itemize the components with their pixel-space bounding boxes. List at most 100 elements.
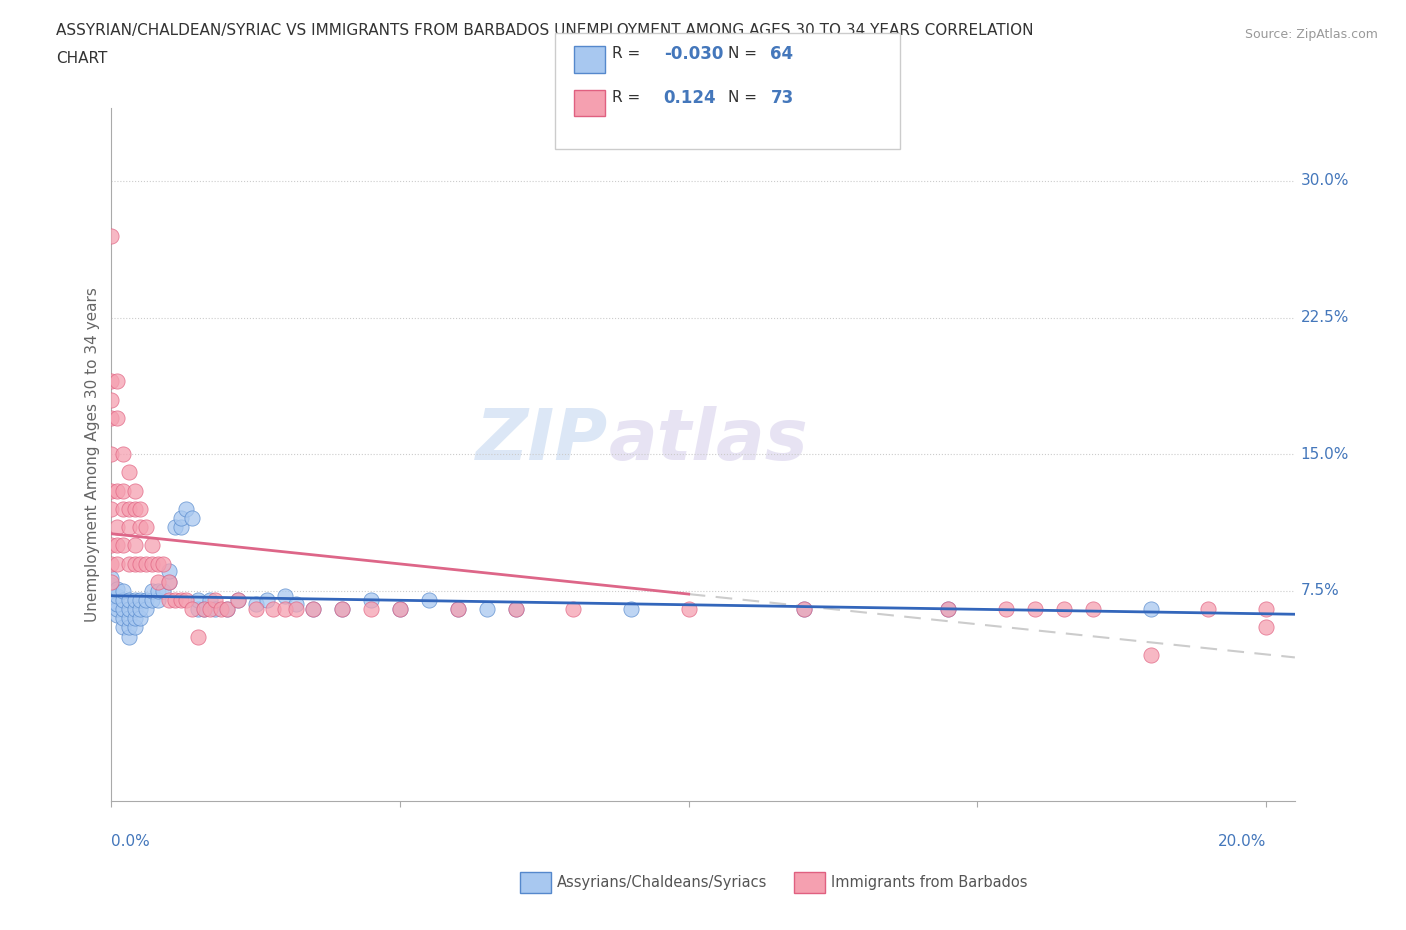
Point bbox=[302, 602, 325, 617]
Point bbox=[475, 602, 498, 617]
Point bbox=[100, 556, 122, 571]
Point bbox=[1139, 602, 1161, 617]
Text: ASSYRIAN/CHALDEAN/SYRIAC VS IMMIGRANTS FROM BARBADOS UNEMPLOYMENT AMONG AGES 30 : ASSYRIAN/CHALDEAN/SYRIAC VS IMMIGRANTS F… bbox=[56, 23, 1033, 38]
Point bbox=[215, 602, 238, 617]
Text: atlas: atlas bbox=[609, 405, 808, 475]
Point bbox=[505, 602, 527, 617]
Text: -0.030: -0.030 bbox=[664, 45, 723, 63]
Point bbox=[129, 611, 152, 626]
Point bbox=[105, 374, 128, 389]
Point bbox=[228, 592, 250, 607]
Point bbox=[111, 583, 134, 598]
Text: 20.0%: 20.0% bbox=[1218, 834, 1265, 849]
Point bbox=[105, 556, 128, 571]
Point bbox=[360, 602, 382, 617]
Point bbox=[938, 602, 960, 617]
Point bbox=[100, 446, 122, 461]
Point bbox=[118, 592, 141, 607]
Point bbox=[135, 592, 157, 607]
Point bbox=[562, 602, 585, 617]
Point bbox=[100, 392, 122, 407]
Point bbox=[111, 592, 134, 607]
Point bbox=[124, 501, 146, 516]
Point bbox=[198, 592, 221, 607]
Point bbox=[285, 596, 308, 611]
Point bbox=[193, 602, 215, 617]
Point bbox=[181, 511, 204, 525]
Text: Source: ZipAtlas.com: Source: ZipAtlas.com bbox=[1244, 28, 1378, 41]
Point bbox=[447, 602, 470, 617]
Point bbox=[1197, 602, 1219, 617]
Point bbox=[105, 410, 128, 425]
Text: 64: 64 bbox=[770, 45, 793, 63]
Point bbox=[163, 520, 186, 535]
Point bbox=[418, 592, 440, 607]
Point bbox=[118, 520, 141, 535]
Point bbox=[273, 602, 295, 617]
Point bbox=[129, 520, 152, 535]
Text: CHART: CHART bbox=[56, 51, 108, 66]
Point bbox=[118, 611, 141, 626]
Point bbox=[245, 596, 267, 611]
Point bbox=[176, 501, 198, 516]
Point bbox=[129, 592, 152, 607]
Point bbox=[157, 592, 180, 607]
Text: R =: R = bbox=[612, 90, 640, 105]
Point bbox=[256, 592, 278, 607]
Point bbox=[141, 556, 163, 571]
Point bbox=[118, 465, 141, 480]
Point bbox=[105, 484, 128, 498]
Point bbox=[678, 602, 700, 617]
Point bbox=[141, 583, 163, 598]
Point bbox=[105, 581, 128, 596]
Point bbox=[111, 602, 134, 617]
Text: 15.0%: 15.0% bbox=[1301, 446, 1350, 462]
Point bbox=[105, 607, 128, 622]
Point bbox=[389, 602, 412, 617]
Y-axis label: Unemployment Among Ages 30 to 34 years: Unemployment Among Ages 30 to 34 years bbox=[86, 286, 100, 621]
Point bbox=[1053, 602, 1076, 617]
Point bbox=[105, 589, 128, 604]
Point bbox=[118, 602, 141, 617]
Text: 7.5%: 7.5% bbox=[1301, 583, 1340, 598]
Point bbox=[1139, 647, 1161, 662]
Text: N =: N = bbox=[728, 46, 758, 61]
Point bbox=[285, 602, 308, 617]
Point bbox=[157, 575, 180, 590]
Point bbox=[157, 564, 180, 578]
Point bbox=[100, 228, 122, 243]
Point bbox=[111, 501, 134, 516]
Point bbox=[146, 556, 169, 571]
Point bbox=[198, 602, 221, 617]
Point bbox=[129, 602, 152, 617]
Point bbox=[157, 575, 180, 590]
Text: 30.0%: 30.0% bbox=[1301, 173, 1350, 189]
Point bbox=[100, 538, 122, 552]
Point bbox=[124, 556, 146, 571]
Point bbox=[176, 592, 198, 607]
Point bbox=[118, 620, 141, 635]
Point bbox=[124, 602, 146, 617]
Point bbox=[105, 538, 128, 552]
Point bbox=[141, 538, 163, 552]
Point bbox=[193, 602, 215, 617]
Point bbox=[793, 602, 815, 617]
Point bbox=[204, 592, 226, 607]
Point bbox=[100, 583, 122, 598]
Point bbox=[124, 611, 146, 626]
Point bbox=[105, 596, 128, 611]
Point bbox=[302, 602, 325, 617]
Point bbox=[447, 602, 470, 617]
Point bbox=[124, 538, 146, 552]
Point bbox=[262, 602, 284, 617]
Point bbox=[124, 620, 146, 635]
Point bbox=[118, 501, 141, 516]
Point bbox=[938, 602, 960, 617]
Point bbox=[129, 501, 152, 516]
Point bbox=[330, 602, 353, 617]
Point bbox=[187, 602, 209, 617]
Text: N =: N = bbox=[728, 90, 758, 105]
Point bbox=[389, 602, 412, 617]
Point bbox=[100, 596, 122, 611]
Point bbox=[146, 592, 169, 607]
